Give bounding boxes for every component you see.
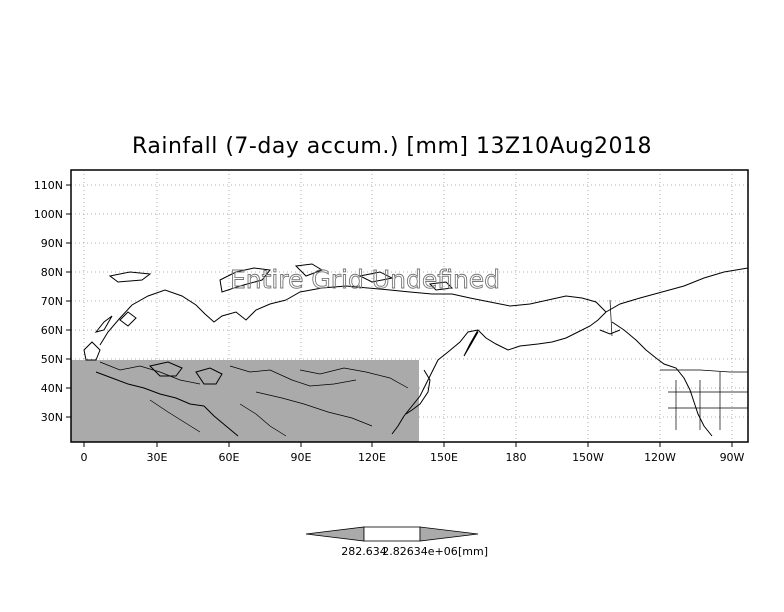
- lat-label: 80N: [41, 266, 63, 279]
- lon-label: 150E: [430, 451, 458, 464]
- colorbar-right-arrow: [419, 526, 479, 542]
- lon-label: 180: [506, 451, 527, 464]
- lat-label: 110N: [34, 179, 63, 192]
- masked-region: [71, 360, 419, 442]
- map-frame: [70, 169, 749, 443]
- lat-label: 70N: [41, 295, 63, 308]
- lat-label: 30N: [41, 411, 63, 424]
- lat-axis: [66, 184, 71, 418]
- country-borders: [99, 299, 748, 437]
- lon-label: 0: [81, 451, 88, 464]
- lat-label: 60N: [41, 324, 63, 337]
- colorbar-middle-box: [363, 526, 421, 542]
- colorbar-label-mid: 2.82634e+06: [382, 545, 457, 558]
- lon-label: 60E: [219, 451, 240, 464]
- lon-label: 150W: [572, 451, 604, 464]
- lon-label: 90E: [291, 451, 312, 464]
- lon-label: 90W: [720, 451, 745, 464]
- lon-axis: [83, 442, 733, 447]
- undefined-overlay-text: Entire Grid Undefined: [230, 265, 500, 294]
- colorbar-left-arrow: [305, 526, 365, 542]
- lon-label: 120W: [644, 451, 676, 464]
- lon-label: 30E: [147, 451, 168, 464]
- lon-label: 120E: [358, 451, 386, 464]
- lat-label: 100N: [34, 208, 63, 221]
- colorbar-units: [mm]: [458, 545, 488, 558]
- colorbar: [305, 526, 479, 542]
- map-title: Rainfall (7-day accum.) [mm] 13Z10Aug201…: [132, 134, 652, 159]
- lat-label: 50N: [41, 353, 63, 366]
- lat-label: 40N: [41, 382, 63, 395]
- lat-label: 90N: [41, 237, 63, 250]
- coastlines: [83, 263, 748, 437]
- colorbar-label-left: 282.634: [341, 545, 387, 558]
